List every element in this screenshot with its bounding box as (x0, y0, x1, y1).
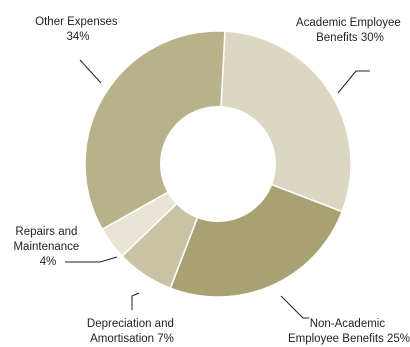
donut-hole (160, 106, 276, 222)
leader-line-other (79, 59, 102, 84)
slice-label-academic-line1: Academic Employee (296, 17, 401, 29)
leader-line-academic (337, 70, 370, 94)
slice-label-repairs-line1: Repairs and (15, 226, 77, 238)
slice-label-repairs-line3: 4% (40, 256, 57, 268)
slice-label-other-line1: Other Expenses (35, 16, 118, 28)
slice-label-repairs-line2: Maintenance (13, 241, 79, 253)
slice-label-academic-line2: Benefits 30% (316, 32, 384, 44)
leader-line-repairs (65, 256, 118, 263)
slice-label-non-academic-line2: Employee Benefits 25% (288, 333, 410, 345)
leader-line-non-academic (280, 295, 309, 319)
leader-line-depreciation (131, 292, 140, 310)
slice-label-depreciation-line2: Amortisation 7% (90, 333, 174, 345)
slice-label-other: Other Expenses 34% (35, 16, 121, 43)
slice-label-non-academic-line1: Non-Academic (310, 318, 386, 330)
slice-label-depreciation: Depreciation and Amortisation 7% (87, 318, 177, 345)
slice-label-non-academic: Non-Academic Employee Benefits 25% (288, 318, 410, 345)
slice-label-other-line2: 34% (66, 31, 89, 43)
slice-label-depreciation-line1: Depreciation and (87, 318, 174, 330)
slice-label-academic: Academic Employee Benefits 30% (296, 17, 404, 44)
slice-label-repairs: Repairs and Maintenance 4% (13, 226, 82, 268)
